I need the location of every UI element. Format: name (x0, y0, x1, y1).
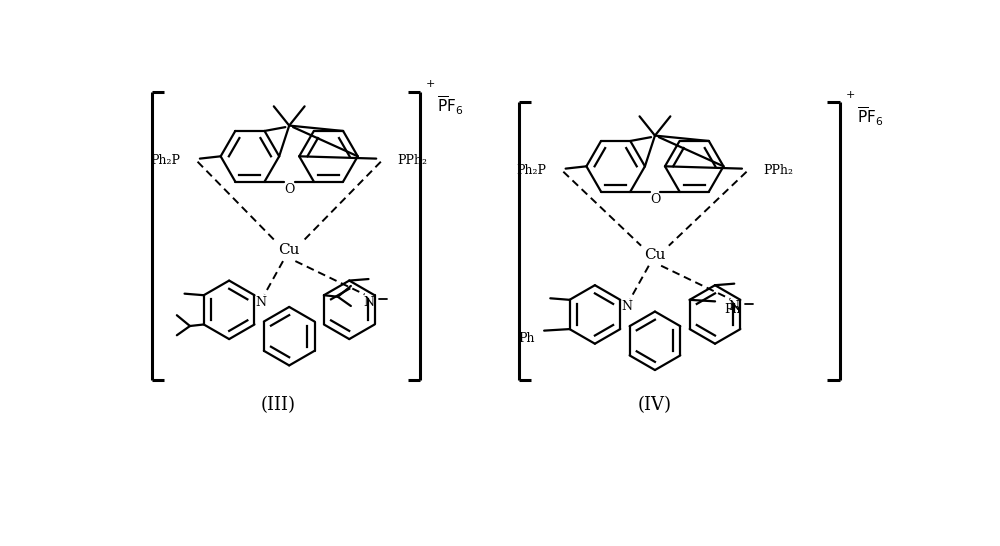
Text: O: O (650, 193, 660, 206)
Text: PPh₂: PPh₂ (398, 153, 428, 167)
Text: Ph: Ph (724, 302, 741, 316)
Text: Ph₂P: Ph₂P (151, 153, 181, 167)
Text: O: O (284, 183, 294, 196)
Text: (IV): (IV) (638, 396, 672, 414)
Text: $\overline{\mathsf{P}}$F$_6$: $\overline{\mathsf{P}}$F$_6$ (437, 95, 463, 117)
Text: Ph: Ph (518, 332, 535, 345)
Text: +: + (846, 90, 855, 100)
Text: N: N (729, 300, 740, 313)
Text: $\overline{\mathsf{P}}$F$_6$: $\overline{\mathsf{P}}$F$_6$ (857, 105, 883, 128)
Text: Cu: Cu (644, 248, 666, 262)
Text: N: N (621, 300, 632, 313)
Text: +: + (426, 79, 436, 90)
Text: (III): (III) (260, 396, 295, 414)
Text: N: N (363, 295, 374, 308)
Text: Ph₂P: Ph₂P (516, 164, 546, 177)
Text: Cu: Cu (278, 244, 300, 257)
Text: PPh₂: PPh₂ (764, 164, 794, 177)
Text: N: N (255, 295, 266, 308)
